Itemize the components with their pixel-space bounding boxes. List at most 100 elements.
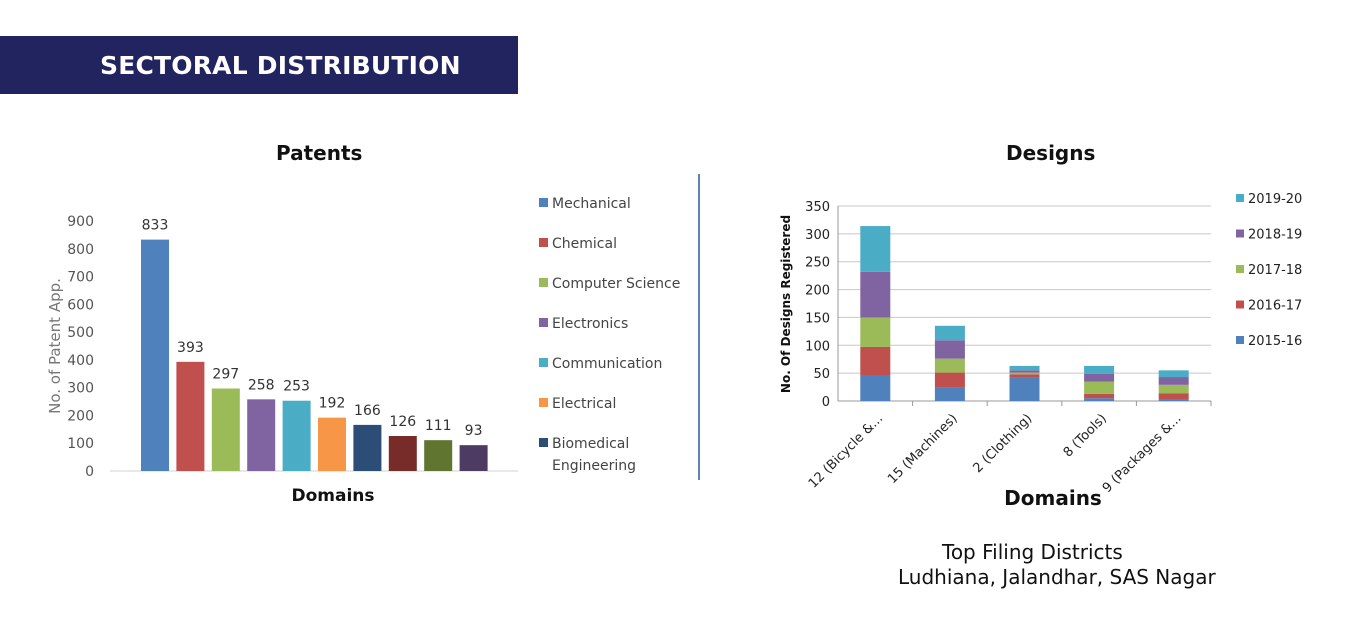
patents-legend-label: Biomedical	[552, 436, 629, 452]
designs-y-tick: 350	[805, 200, 830, 215]
patents-bar	[176, 361, 205, 471]
designs-x-tick-label: 2 (Clothing)	[971, 411, 1036, 476]
designs-bar-segment	[1084, 373, 1115, 382]
patents-data-label: 258	[248, 377, 275, 393]
designs-x-axis-label: Domains	[1004, 486, 1102, 510]
designs-bar-segment	[934, 340, 965, 359]
patents-chart: 0 100 200 300 400 500 600 700 800 900 No. of Paten…	[46, 196, 680, 506]
designs-bar-segment	[1009, 370, 1040, 373]
designs-bar-segment	[860, 346, 891, 376]
designs-legend-label: 2018-19	[1248, 228, 1302, 243]
designs-bar-segment	[1158, 399, 1189, 401]
patents-y-tick: 0	[85, 464, 94, 480]
designs-y-tick: 300	[805, 228, 830, 243]
designs-bar-segment	[1158, 393, 1189, 400]
patents-legend-label: Communication	[552, 356, 662, 372]
patents-legend-swatch	[539, 358, 548, 367]
designs-x-tick-label: 8 (Tools)	[1061, 411, 1110, 460]
patents-legend-swatch	[539, 438, 548, 447]
header-bar: SECTORAL DISTRIBUTION	[0, 36, 518, 94]
designs-y-tick: 50	[813, 367, 830, 382]
designs-bar-segment	[1009, 372, 1040, 375]
patents-y-tick: 700	[67, 270, 94, 286]
patents-bar	[318, 417, 346, 471]
patents-data-label: 166	[354, 403, 381, 419]
designs-bar-segment	[1158, 384, 1189, 394]
patents-data-label: 297	[212, 367, 239, 383]
designs-y-tick: 100	[805, 339, 830, 354]
designs-legend-swatch	[1236, 336, 1244, 344]
designs-bar-segment	[1009, 365, 1040, 371]
patents-y-tick: 200	[67, 408, 94, 424]
patents-data-label: 93	[465, 423, 483, 439]
patents-bar	[353, 424, 382, 471]
designs-legend-label: 2015-16	[1248, 334, 1302, 349]
designs-legend-swatch	[1236, 300, 1244, 309]
designs-bar-segment	[860, 375, 891, 401]
designs-bar-segment	[1158, 377, 1189, 385]
designs-bar-segment	[934, 358, 965, 373]
patents-chart-title: Patents	[276, 141, 363, 165]
designs-bar-segment	[1084, 393, 1115, 399]
patents-legend-label: Mechanical	[552, 196, 631, 212]
patents-y-tick: 900	[67, 214, 94, 230]
designs-legend-label: 2016-17	[1248, 299, 1302, 314]
page-title: SECTORAL DISTRIBUTION	[100, 51, 461, 80]
designs-legend-label: 2017-18	[1248, 263, 1302, 278]
patents-legend-label: Chemical	[552, 236, 617, 252]
designs-bar-segment	[860, 271, 891, 318]
patents-bar	[247, 399, 276, 471]
chart-divider	[698, 174, 700, 480]
patents-bar	[211, 388, 240, 471]
patents-y-tick: 400	[67, 353, 94, 369]
patents-y-axis-label: No. of Patent App.	[46, 278, 64, 414]
patents-y-tick: 800	[67, 242, 94, 258]
designs-y-tick: 200	[805, 284, 830, 299]
patents-bar	[388, 436, 417, 471]
patents-legend-swatch	[539, 198, 548, 207]
designs-bar-segment	[1009, 377, 1040, 401]
designs-bar-segment	[1009, 374, 1040, 378]
patents-x-axis-label: Domains	[291, 486, 374, 506]
patents-legend-swatch	[539, 318, 548, 327]
patents-bar	[141, 239, 169, 471]
designs-legend-label: 2019-20	[1248, 192, 1302, 207]
patents-legend-label: Engineering	[552, 458, 636, 474]
patents-y-tick: 300	[67, 381, 94, 397]
patents-legend-label: Computer Science	[552, 276, 680, 292]
designs-x-tick-label: 9 (Packages &...	[1100, 411, 1185, 496]
patents-y-tick: 100	[67, 436, 94, 452]
designs-bar-segment	[860, 317, 891, 347]
patents-bar	[459, 445, 488, 471]
patents-legend-label: Electronics	[552, 316, 628, 332]
patents-legend-swatch	[539, 278, 548, 287]
designs-chart: 0 50 100 150 200 250 300 350 No. Of Designs Regi…	[779, 192, 1302, 510]
top-filing-districts-list: Ludhiana, Jalandhar, SAS Nagar	[898, 565, 1216, 589]
patents-legend-swatch	[539, 238, 548, 247]
patents-data-label: 833	[142, 218, 169, 234]
patents-y-tick: 600	[67, 297, 94, 313]
patents-bar	[424, 440, 453, 471]
designs-legend-swatch	[1236, 194, 1244, 202]
designs-bar-segment	[1084, 381, 1115, 394]
designs-bar-segment	[934, 372, 965, 388]
designs-y-tick: 250	[805, 256, 830, 271]
patents-data-label: 393	[177, 340, 204, 356]
designs-bar-segment	[1084, 365, 1115, 374]
patents-data-label: 126	[389, 414, 416, 430]
designs-bar-segment	[934, 387, 965, 401]
designs-x-tick-label: 15 (Machines)	[885, 411, 961, 487]
patents-legend-swatch	[539, 398, 548, 407]
designs-x-tick-label: 12 (Bicycle &...	[806, 411, 886, 491]
designs-bar-segment	[860, 226, 891, 272]
designs-y-tick: 0	[822, 395, 830, 410]
designs-chart-title: Designs	[1006, 141, 1096, 165]
patents-legend-label: Electrical	[552, 396, 616, 412]
designs-bar-segment	[934, 325, 965, 341]
patents-y-tick: 500	[67, 325, 94, 341]
designs-y-tick: 150	[805, 311, 830, 326]
designs-bar-segment	[1158, 370, 1189, 378]
designs-legend-swatch	[1236, 229, 1244, 238]
designs-bar-segment	[1084, 398, 1115, 401]
patents-data-label: 111	[425, 418, 452, 434]
